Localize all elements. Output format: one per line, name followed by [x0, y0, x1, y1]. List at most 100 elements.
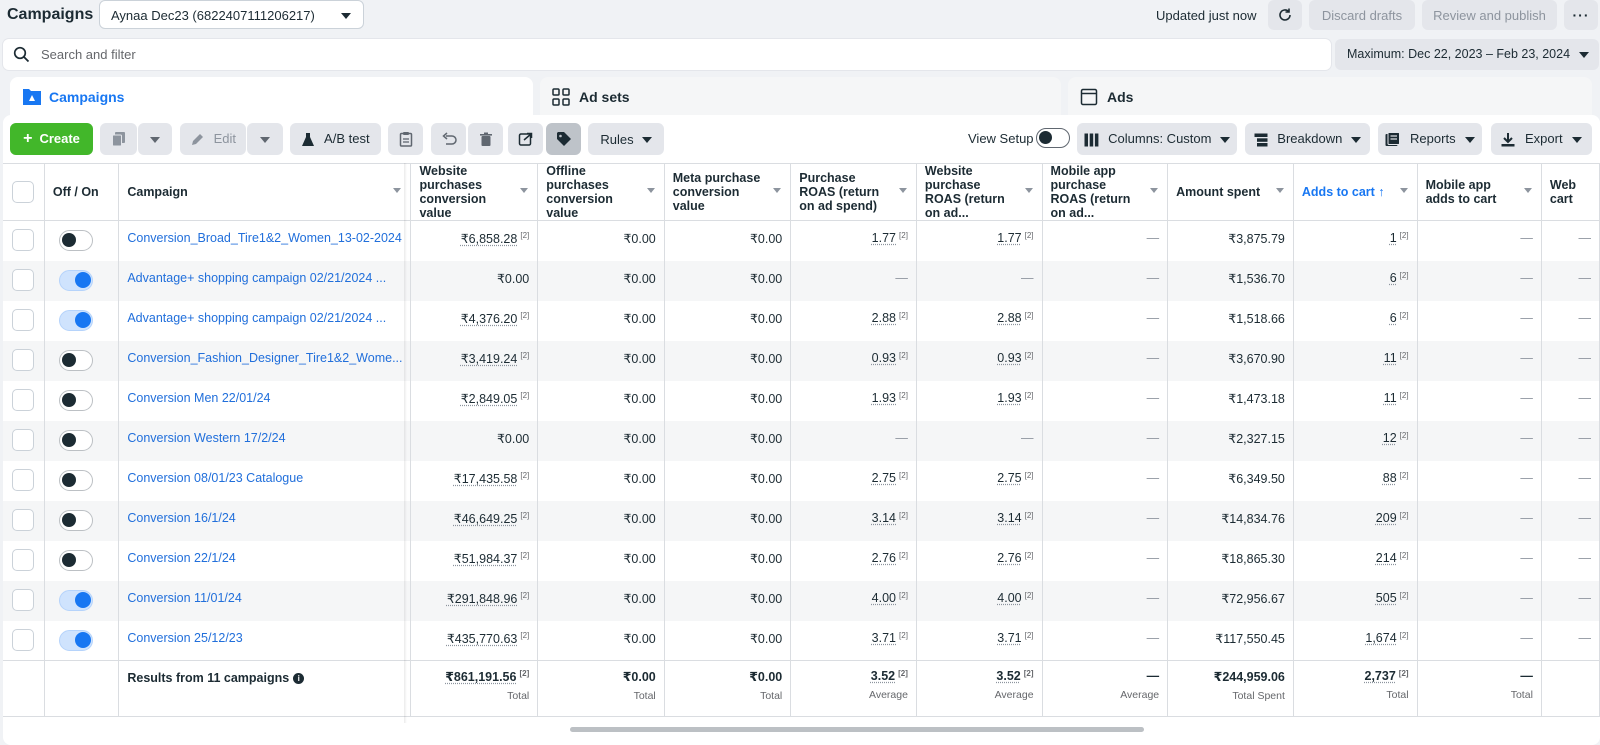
- metric-value[interactable]: 1: [1389, 231, 1397, 245]
- campaign-name-link[interactable]: Conversion 16/1/24: [127, 510, 236, 525]
- rules-button[interactable]: Rules: [588, 123, 664, 155]
- campaign-toggle[interactable]: [58, 269, 93, 291]
- row-checkbox[interactable]: [12, 468, 35, 491]
- horizontal-scrollbar[interactable]: [570, 727, 1144, 732]
- table-row[interactable]: Conversion 16/1/24 ₹46,649.25 [2] ₹0.00 ₹0.0…: [3, 500, 1600, 541]
- column-header-roas[interactable]: Purchase ROAS (return on ad spend): [790, 163, 917, 221]
- duplicate-dropdown-button[interactable]: [138, 123, 172, 155]
- total-value[interactable]: 2,737: [1364, 669, 1396, 683]
- export-button[interactable]: Export: [1491, 123, 1592, 155]
- reports-button[interactable]: Reports: [1378, 123, 1482, 155]
- column-header-mobile-adds-to-cart[interactable]: Mobile app adds to cart: [1417, 163, 1542, 221]
- undo-button[interactable]: [431, 123, 466, 155]
- search-input[interactable]: [41, 39, 1321, 70]
- metric-value[interactable]: 1,674: [1365, 630, 1397, 645]
- campaign-toggle[interactable]: [58, 429, 93, 451]
- total-value[interactable]: 3.52: [996, 669, 1021, 683]
- review-publish-button[interactable]: Review and publish: [1422, 0, 1557, 30]
- metric-value[interactable]: ₹291,848.96: [446, 591, 518, 606]
- metric-value[interactable]: 6: [1389, 270, 1397, 285]
- row-checkbox[interactable]: [12, 388, 35, 411]
- campaign-toggle[interactable]: [58, 349, 93, 371]
- campaign-name-link[interactable]: Conversion Men 22/01/24: [127, 390, 271, 405]
- campaign-toggle[interactable]: [58, 469, 93, 491]
- campaign-name-link[interactable]: Conversion_Fashion_Designer_Tire1&2_Wome…: [127, 350, 403, 365]
- table-row[interactable]: Conversion 22/1/24 ₹51,984.37 [2] ₹0.00 ₹0.0…: [3, 540, 1600, 581]
- column-header-web-adds-to-cart[interactable]: Web cart: [1541, 163, 1600, 221]
- row-checkbox[interactable]: [12, 229, 35, 251]
- metric-value[interactable]: ₹3,419.24: [460, 351, 518, 366]
- table-row[interactable]: Conversion Western 17/2/24 ₹0.00 ₹0.00 ₹0.0…: [3, 420, 1600, 461]
- tab-ads[interactable]: Ads: [1068, 77, 1592, 117]
- row-checkbox[interactable]: [12, 508, 35, 531]
- metric-value[interactable]: 3.14: [871, 510, 897, 525]
- campaign-toggle[interactable]: [58, 589, 93, 611]
- metric-value[interactable]: 11: [1383, 390, 1397, 405]
- row-checkbox[interactable]: [12, 268, 35, 291]
- clipboard-button[interactable]: [388, 123, 423, 155]
- column-header-website-roas[interactable]: Website purchase ROAS (return on ad...: [916, 163, 1043, 221]
- metric-value[interactable]: 2.75: [871, 470, 897, 485]
- table-row[interactable]: Conversion 11/01/24 ₹291,848.96 [2] ₹0.00 ₹0…: [3, 580, 1600, 621]
- metric-value[interactable]: 2.76: [871, 550, 897, 565]
- refresh-button[interactable]: [1268, 0, 1302, 30]
- column-header-adds-to-cart[interactable]: Adds to cart ↑: [1293, 163, 1418, 221]
- metric-value[interactable]: 2.76: [997, 550, 1022, 565]
- campaign-toggle[interactable]: [58, 629, 93, 651]
- campaign-name-link[interactable]: Conversion 08/01/23 Catalogue: [127, 470, 304, 485]
- campaign-name-link[interactable]: Conversion 22/1/24: [127, 550, 236, 565]
- column-header-offline-conv[interactable]: Offline purchases conversion value: [537, 163, 665, 221]
- info-icon[interactable]: i: [293, 673, 305, 685]
- metric-value[interactable]: 2.88: [871, 310, 897, 325]
- campaign-name-link[interactable]: Advantage+ shopping campaign 02/21/2024 …: [127, 310, 387, 325]
- campaign-toggle[interactable]: [58, 230, 93, 251]
- table-row[interactable]: Conversion Men 22/01/24 ₹2,849.05 [2] ₹0.00…: [3, 380, 1600, 421]
- metric-value[interactable]: 0.93: [997, 350, 1022, 365]
- campaign-toggle[interactable]: [58, 549, 93, 571]
- total-value[interactable]: 3.52: [870, 669, 896, 683]
- metric-value[interactable]: ₹6,858.28: [460, 232, 518, 246]
- metric-value[interactable]: 4.00: [997, 590, 1022, 605]
- campaign-toggle[interactable]: [58, 509, 93, 531]
- metric-value[interactable]: 2.75: [997, 470, 1022, 485]
- metric-value[interactable]: ₹17,435.58: [453, 471, 518, 486]
- columns-button[interactable]: Columns: Custom: [1077, 123, 1237, 155]
- select-all-checkbox[interactable]: [12, 181, 35, 203]
- create-button[interactable]: + Create: [10, 123, 93, 155]
- metric-value[interactable]: 3.14: [997, 510, 1022, 525]
- row-checkbox[interactable]: [12, 588, 35, 611]
- more-options-button[interactable]: ···: [1564, 0, 1598, 30]
- metric-value[interactable]: 1.77: [997, 231, 1022, 245]
- metric-value[interactable]: 209: [1375, 510, 1397, 525]
- metric-value[interactable]: 1.93: [871, 390, 897, 405]
- metric-value[interactable]: 11: [1383, 350, 1397, 365]
- metric-value[interactable]: ₹51,984.37: [453, 551, 518, 566]
- row-checkbox[interactable]: [12, 428, 35, 451]
- campaign-name-link[interactable]: Conversion_Broad_Tire1&2_Women_13-02-202…: [127, 231, 402, 245]
- breakdown-button[interactable]: Breakdown: [1245, 123, 1370, 155]
- campaign-name-link[interactable]: Conversion 11/01/24: [127, 590, 242, 605]
- view-setup-toggle[interactable]: [1036, 128, 1070, 148]
- metric-value[interactable]: 6: [1389, 310, 1397, 325]
- delete-button[interactable]: [468, 123, 503, 155]
- table-row[interactable]: Conversion_Fashion_Designer_Tire1&2_Wome…: [3, 340, 1600, 381]
- table-row[interactable]: Conversion 25/12/23 ₹435,770.63 [2] ₹0.00 ₹0…: [3, 620, 1600, 661]
- metric-value[interactable]: 0.93: [871, 350, 897, 365]
- column-header-onoff[interactable]: Off / On: [44, 163, 120, 221]
- metric-value[interactable]: ₹46,649.25: [453, 511, 518, 526]
- tab-campaigns[interactable]: Campaigns: [10, 77, 533, 117]
- campaign-toggle[interactable]: [58, 309, 93, 331]
- campaign-name-link[interactable]: Conversion Western 17/2/24: [127, 430, 286, 445]
- metric-value[interactable]: 12: [1382, 430, 1397, 445]
- duplicate-button[interactable]: [100, 123, 137, 155]
- metric-value[interactable]: 88: [1382, 470, 1397, 485]
- campaign-name-link[interactable]: Conversion 25/12/23: [127, 630, 243, 645]
- total-value[interactable]: ₹861,191.56: [445, 670, 517, 684]
- table-row[interactable]: Conversion 08/01/23 Catalogue ₹17,435.58[…: [3, 460, 1600, 501]
- metric-value[interactable]: 3.71: [871, 630, 897, 645]
- campaign-name-link[interactable]: Advantage+ shopping campaign 02/21/2024 …: [127, 270, 387, 285]
- metric-value[interactable]: 2.88: [997, 310, 1022, 325]
- row-checkbox[interactable]: [12, 348, 35, 371]
- metric-value[interactable]: 505: [1375, 590, 1397, 605]
- column-header-campaign[interactable]: Campaign: [118, 163, 412, 221]
